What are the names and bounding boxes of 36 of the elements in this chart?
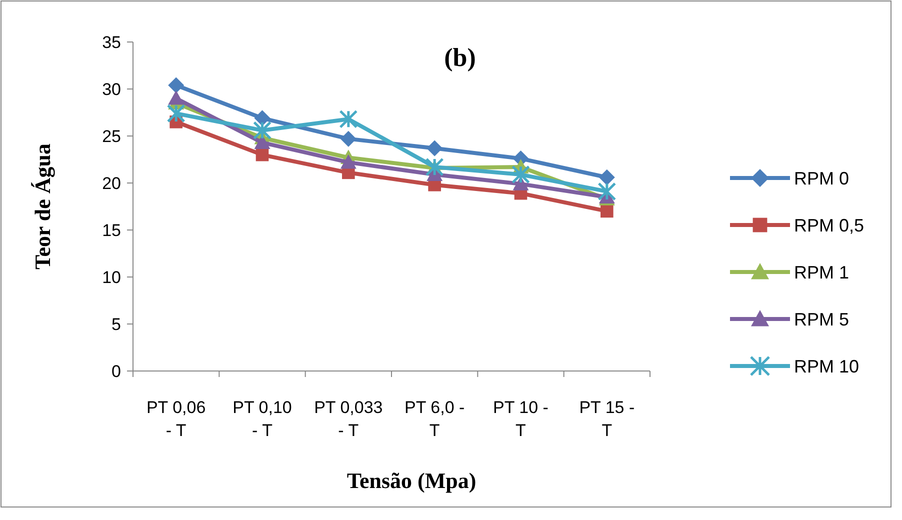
point	[340, 154, 356, 169]
point	[598, 169, 615, 186]
point	[600, 204, 614, 218]
x-tick-label: PT 10 - T	[493, 398, 548, 440]
point	[168, 77, 184, 94]
chart-title: (b)	[444, 43, 476, 72]
y-tick-label: 30	[102, 80, 121, 99]
point	[166, 104, 186, 123]
x-tick-label: PT 0,10 - T	[232, 398, 292, 440]
point	[256, 148, 269, 162]
x-tick-label: PT 6,0 - T	[404, 398, 465, 440]
point	[168, 90, 184, 105]
y-tick-label: 35	[102, 32, 121, 52]
legend-label: RPM 0	[794, 168, 850, 188]
y-tick-label: 25	[102, 126, 121, 146]
y-tick-label: 10	[102, 268, 121, 287]
y-tick-label: 0	[112, 362, 121, 381]
legend-label: RPM 0,5	[794, 215, 864, 236]
point	[253, 121, 272, 140]
y-tick-label: 15	[102, 220, 121, 240]
point	[340, 130, 356, 147]
legend-label: RPM 10	[794, 356, 860, 376]
y-tick-label: 20	[102, 174, 121, 193]
point	[254, 110, 270, 126]
x-axis-title: Tensão (Mpa)	[346, 468, 476, 493]
legend-label: RPM 5	[794, 309, 850, 330]
x-tick-label: PT 15 - T	[579, 398, 635, 440]
y-axis-title: Teor de Água	[30, 144, 55, 270]
y-tick-label: 5	[112, 314, 121, 334]
legend-label: RPM 1	[794, 262, 850, 282]
point	[598, 182, 616, 201]
x-tick-label: PT 0,033 - T	[314, 398, 383, 440]
point	[339, 110, 358, 128]
point	[512, 165, 530, 184]
point	[426, 140, 443, 156]
x-tick-label: PT 0,06 - T	[146, 398, 206, 440]
